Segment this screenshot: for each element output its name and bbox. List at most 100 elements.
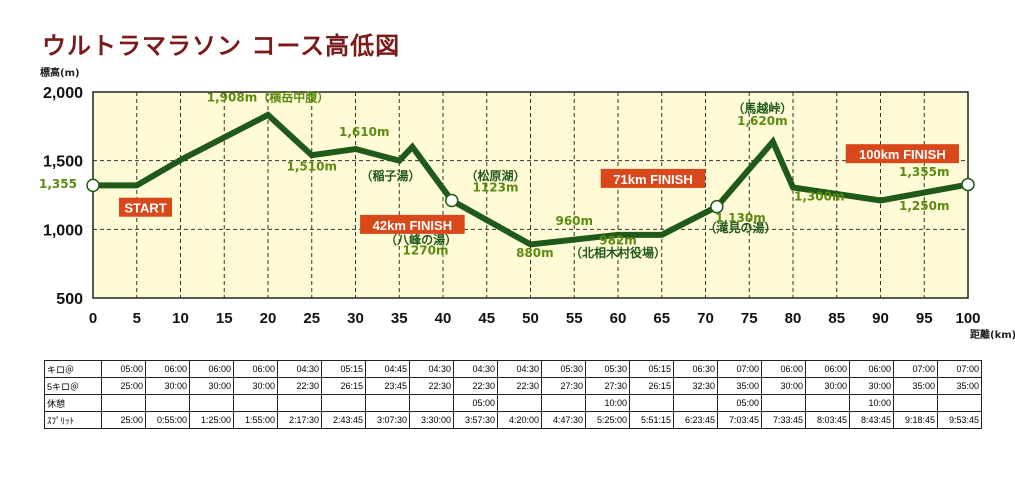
annotation-label: 1,510m xyxy=(287,159,337,173)
table-cell: 07:00 xyxy=(937,360,982,378)
y-tick-label: 1,500 xyxy=(43,154,83,171)
annotation-label: （八峰の湯） xyxy=(385,232,457,247)
x-tick-label: 40 xyxy=(435,310,452,327)
table-cell xyxy=(673,394,718,412)
annotation-label: 1,610m xyxy=(339,125,389,139)
table-cell: 06:00 xyxy=(189,360,234,378)
annotation-label: 1270m xyxy=(403,244,449,258)
table-cell: 1:25:00 xyxy=(189,411,234,429)
table-cell: 05:30 xyxy=(541,360,586,378)
table-cell xyxy=(937,394,982,412)
x-tick-label: 90 xyxy=(872,310,889,327)
table-cell xyxy=(277,394,322,412)
table-cell xyxy=(541,394,586,412)
x-tick-label: 75 xyxy=(741,310,758,327)
callout-box xyxy=(845,144,959,164)
x-tick-label: 0 xyxy=(89,310,97,327)
x-axis-label: 距離(km) xyxy=(970,328,1015,341)
table-cell: 35:00 xyxy=(893,377,938,395)
callout-label: 42km FINISH xyxy=(373,218,452,233)
table-cell xyxy=(233,394,278,412)
annotation-label: 1,620m xyxy=(737,114,787,128)
table-cell: 4:20:00 xyxy=(497,411,542,429)
table-cell: 23:45 xyxy=(365,377,410,395)
table-cell: 0:55:00 xyxy=(145,411,190,429)
y-tick-label: 500 xyxy=(56,291,83,308)
table-cell xyxy=(145,394,190,412)
annotation-label: （滝見の湯） xyxy=(704,220,776,235)
table-cell: 26:15 xyxy=(629,377,674,395)
table-cell xyxy=(629,394,674,412)
table-cell: 6:23:45 xyxy=(673,411,718,429)
table-cell: 04:45 xyxy=(365,360,410,378)
annotation-label: （稲子湯） xyxy=(360,168,420,183)
table-cell: 3:30:00 xyxy=(409,411,454,429)
annotation-label: 1,250m xyxy=(899,199,949,213)
row-header: 5キロ＠ xyxy=(44,377,102,395)
table-cell: 06:00 xyxy=(849,360,894,378)
table-cell: 05:30 xyxy=(585,360,630,378)
table-cell: 35:00 xyxy=(717,377,762,395)
table-row: ｽﾌﾟﾘｯﾄ 25:00 0:55:00 1:25:00 1:55:00 2:17:30 2… xyxy=(44,411,982,429)
table-cell: 32:30 xyxy=(673,377,718,395)
table-row: 5キロ＠ 25:00 30:00 30:00 30:00 22:30 26:15 23:45 2… xyxy=(44,377,982,395)
table-cell: 3:57:30 xyxy=(453,411,498,429)
x-tick-label: 15 xyxy=(216,310,233,327)
table-cell: 05:00 xyxy=(717,394,762,412)
checkpoint-marker xyxy=(86,178,100,193)
y-tick-label: 2,000 xyxy=(43,85,83,102)
callout-label: START xyxy=(124,201,166,216)
callout-box xyxy=(360,214,465,234)
row-header: ｽﾌﾟﾘｯﾄ xyxy=(44,411,102,429)
annotation-label: 1,300m xyxy=(794,189,844,203)
x-tick-label: 65 xyxy=(653,310,670,327)
table-cell: 30:00 xyxy=(233,377,278,395)
table-cell: 2:17:30 xyxy=(277,411,322,429)
table-cell: 9:53:45 xyxy=(937,411,982,429)
x-tick-label: 5 xyxy=(133,310,141,327)
table-cell: 9:18:45 xyxy=(893,411,938,429)
table-cell: 04:30 xyxy=(497,360,542,378)
table-cell: 06:00 xyxy=(805,360,850,378)
x-tick-label: 20 xyxy=(260,310,277,327)
table-cell: 05:15 xyxy=(629,360,674,378)
table-cell xyxy=(189,394,234,412)
table-cell: 10:00 xyxy=(849,394,894,412)
y-tick-label: 1,000 xyxy=(43,222,83,239)
table-cell xyxy=(101,394,146,412)
table-cell xyxy=(805,394,850,412)
x-tick-label: 30 xyxy=(347,310,364,327)
table-cell: 8:03:45 xyxy=(805,411,850,429)
table-cell: 06:00 xyxy=(145,360,190,378)
table-cell: 25:00 xyxy=(101,377,146,395)
table-cell: 30:00 xyxy=(761,377,806,395)
x-tick-label: 100 xyxy=(955,310,980,327)
checkpoint-marker xyxy=(710,199,724,214)
x-tick-label: 45 xyxy=(478,310,495,327)
x-tick-label: 55 xyxy=(566,310,583,327)
table-cell: 8:43:45 xyxy=(849,411,894,429)
callout-label: 71km FINISH xyxy=(613,172,692,187)
checkpoint-marker xyxy=(445,193,459,208)
table-cell: 30:00 xyxy=(189,377,234,395)
x-tick-label: 25 xyxy=(303,310,320,327)
annotation-label: （馬越峠） xyxy=(732,101,792,116)
x-tick-label: 80 xyxy=(785,310,802,327)
annotation-label: （北相木村役場） xyxy=(570,245,666,260)
row-header: 休憩 xyxy=(44,394,102,412)
annotation-label: 982m xyxy=(599,233,637,247)
annotation-label: 1,355m xyxy=(899,165,949,179)
table-cell: 7:33:45 xyxy=(761,411,806,429)
table-cell: 22:30 xyxy=(453,377,498,395)
checkpoint-marker xyxy=(961,177,975,192)
table-row: キロ＠ 05:00 06:00 06:00 06:00 04:30 05:15 04:45 04… xyxy=(44,360,982,378)
table-cell: 25:00 xyxy=(101,411,146,429)
annotation-label: 880m xyxy=(516,246,554,260)
x-tick-label: 70 xyxy=(697,310,714,327)
table-cell: 04:30 xyxy=(277,360,322,378)
table-cell: 30:00 xyxy=(849,377,894,395)
annotation-label: 1,355 xyxy=(39,177,77,191)
y-axis-label: 標高(m) xyxy=(40,66,80,79)
callout-box xyxy=(600,168,706,188)
annotation-label: 1,130m xyxy=(715,211,765,225)
